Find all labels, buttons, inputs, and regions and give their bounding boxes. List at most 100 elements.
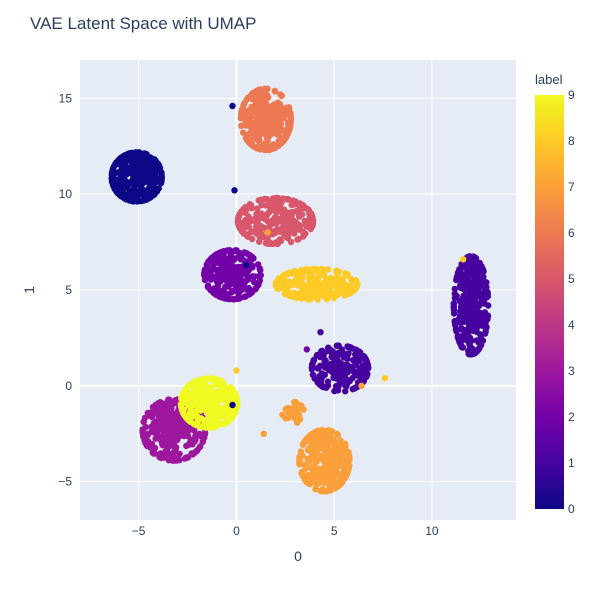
scatter-point: [296, 213, 303, 220]
scatter-point: [324, 378, 332, 385]
scatter-point: [301, 268, 308, 275]
scatter-point: [210, 258, 218, 265]
scatter-point: [318, 383, 326, 390]
scatter-point: [317, 289, 324, 296]
scatter-point: [181, 455, 188, 462]
scatter-point: [309, 470, 316, 477]
scatter-point: [464, 332, 472, 339]
scatter-point: [327, 362, 335, 370]
scatter-point: [330, 460, 337, 467]
scatter-point: [354, 368, 361, 375]
scatter-point: [111, 186, 119, 193]
x-tick-label: 5: [331, 524, 338, 538]
scatter-point: [315, 455, 323, 463]
scatter-point: [205, 266, 212, 273]
scatter-point: [172, 397, 179, 404]
scatter-point: [305, 282, 312, 290]
scatter-point: [349, 367, 356, 375]
scatter-point: [297, 448, 305, 455]
scatter-point: [222, 403, 230, 410]
scatter-point: [209, 398, 217, 405]
scatter-point: [330, 472, 337, 479]
scatter-point: [337, 473, 344, 480]
scatter-point: [256, 265, 263, 272]
scatter-point: [317, 487, 324, 495]
scatter-point: [151, 187, 158, 194]
colorbar-gradient: [535, 95, 564, 509]
scatter-point: [316, 373, 323, 380]
scatter-point: [229, 102, 236, 110]
scatter-point: [238, 122, 245, 129]
scatter-point: [227, 256, 234, 264]
scatter-point: [250, 126, 258, 133]
scatter-point: [475, 301, 483, 308]
scatter-point: [351, 286, 359, 293]
scatter-point: [322, 457, 329, 465]
scatter-point: [141, 150, 148, 157]
scatter-point: [236, 294, 244, 302]
scatter-point: [130, 151, 137, 158]
scatter-point: [220, 254, 228, 261]
y-tick-label: 5: [65, 283, 72, 297]
scatter-point: [314, 365, 321, 372]
scatter-point: [261, 140, 268, 148]
scatter-point: [221, 262, 228, 269]
scatter-point: [335, 286, 342, 293]
scatter-point: [233, 397, 240, 404]
scatter-point: [274, 285, 281, 292]
scatter-point: [259, 232, 266, 240]
scatter-point: [311, 476, 318, 483]
scatter-point: [219, 396, 226, 403]
scatter-point: [248, 202, 255, 209]
scatter-point: [352, 346, 360, 353]
scatter-point: [209, 375, 217, 382]
scatter-point: [334, 353, 341, 360]
scatter-point: [460, 256, 467, 263]
scatter-point: [258, 223, 265, 230]
scatter-point: [303, 346, 310, 353]
scatter-point: [246, 115, 254, 122]
scatter-point: [126, 188, 133, 195]
scatter-point: [460, 292, 467, 299]
scatter-point: [233, 367, 240, 374]
x-axis-ticks: −5 0 5 10: [132, 524, 439, 538]
scatter-point: [457, 303, 465, 311]
scatter-point: [120, 180, 128, 187]
scatter-point: [201, 402, 208, 409]
scatter-point: [274, 131, 281, 138]
scatter-point: [262, 213, 269, 221]
scatter-point: [339, 478, 346, 486]
colorbar-tick-label: 7: [568, 180, 575, 194]
scatter-point: [261, 85, 268, 93]
scatter-point: [296, 416, 304, 423]
scatter-point: [334, 483, 341, 490]
scatter-point: [142, 156, 149, 163]
scatter-point: [148, 440, 156, 448]
colorbar-tick-label: 3: [568, 364, 575, 378]
scatter-point: [176, 450, 183, 458]
scatter-point: [227, 265, 234, 273]
scatter-point: [213, 274, 221, 281]
scatter-point: [479, 312, 486, 320]
scatter-point: [329, 369, 336, 376]
scatter-point: [291, 230, 298, 237]
scatter-point: [483, 279, 490, 286]
scatter-point: [320, 271, 327, 278]
scatter-point: [461, 278, 469, 285]
scatter-point: [279, 210, 286, 217]
scatter-point: [286, 226, 293, 233]
scatter-point: [256, 277, 264, 284]
scatter-point: [234, 263, 242, 271]
scatter-point: [210, 417, 217, 424]
scatter-point: [484, 312, 492, 319]
scatter-point: [480, 267, 487, 274]
scatter-point: [287, 110, 294, 117]
scatter-point: [363, 372, 370, 380]
scatter-point: [284, 286, 291, 293]
scatter-point: [242, 293, 250, 300]
scatter-point: [452, 326, 460, 333]
scatter-point: [469, 302, 476, 309]
scatter-point: [245, 224, 253, 231]
scatter-point: [152, 435, 159, 442]
scatter-point: [227, 384, 234, 391]
